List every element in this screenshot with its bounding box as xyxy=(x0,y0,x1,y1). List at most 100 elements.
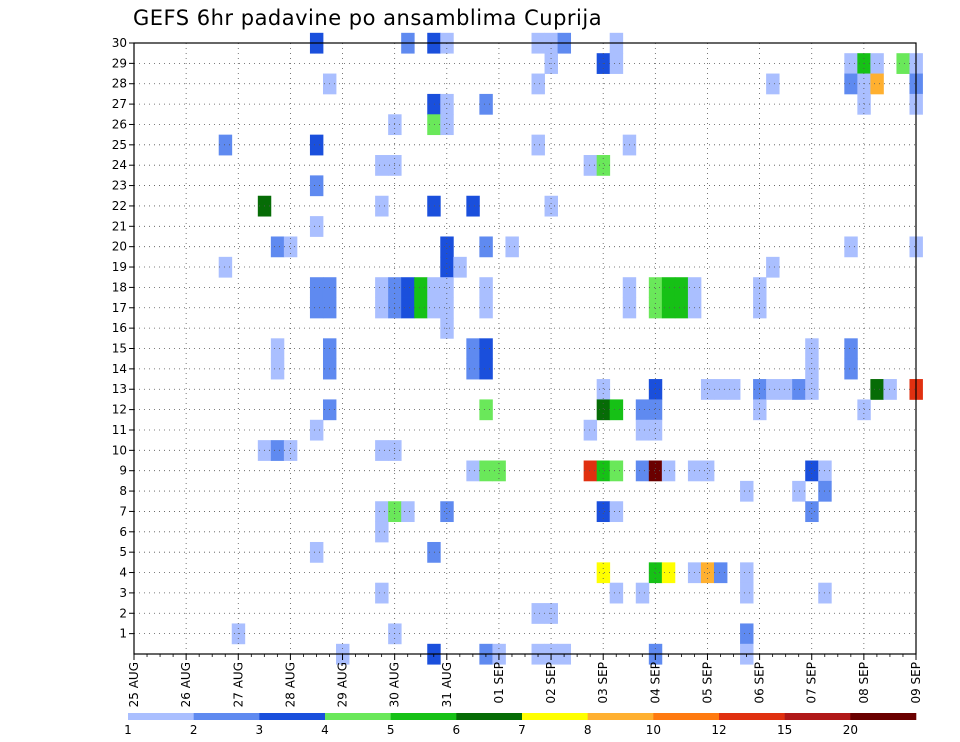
heatmap-cell xyxy=(440,236,454,258)
y-tick-label: 25 xyxy=(112,138,127,152)
x-tick-label: 28 AUG xyxy=(283,662,297,707)
y-tick-label: 27 xyxy=(112,97,127,111)
heatmap-cell xyxy=(805,358,819,380)
heatmap-cell xyxy=(375,582,389,604)
y-tick-label: 14 xyxy=(112,362,127,376)
heatmap-cell xyxy=(844,53,858,74)
heatmap-cell xyxy=(427,114,441,136)
heatmap-cell xyxy=(792,480,806,502)
y-tick-label: 3 xyxy=(119,586,127,600)
heatmap-cell xyxy=(609,460,624,482)
heatmap-cell xyxy=(779,379,793,400)
heatmap-cell xyxy=(440,277,454,298)
heatmap-cell xyxy=(270,440,285,461)
legend-label: 1 xyxy=(124,723,132,737)
heatmap-cell xyxy=(479,399,493,421)
heatmap-cell xyxy=(440,256,454,278)
x-tick-label: 02 SEP xyxy=(544,662,558,704)
y-tick-label: 28 xyxy=(112,77,127,91)
legend-label: 8 xyxy=(584,723,592,737)
legend-color-swatch xyxy=(653,713,720,720)
heatmap-cell xyxy=(414,277,428,298)
legend: 1 2 3 4 5 6 7 8 10 12 15 20 xyxy=(124,713,917,737)
heatmap-cell xyxy=(401,297,415,319)
x-tick-label: 27 AUG xyxy=(231,662,245,707)
legend-label: 2 xyxy=(190,723,198,737)
x-tick-label: 06 SEP xyxy=(753,662,767,704)
heatmap-cell xyxy=(427,195,441,217)
y-tick-label: 20 xyxy=(112,240,127,254)
x-tick-label: 04 SEP xyxy=(648,662,662,704)
legend-color-swatch xyxy=(390,713,457,720)
x-tick-label: 30 AUG xyxy=(388,662,402,707)
heatmap-cell xyxy=(661,297,676,319)
heatmap-cell xyxy=(870,73,884,95)
legend-color-swatch xyxy=(456,713,523,720)
heatmap-cell xyxy=(700,460,715,482)
legend-color-swatch xyxy=(719,713,785,720)
y-tick-label: 19 xyxy=(112,260,127,274)
heatmap-cell xyxy=(844,236,858,258)
heatmap-cell xyxy=(309,134,324,156)
y-tick-label: 22 xyxy=(112,199,127,213)
heatmap-cell xyxy=(661,562,676,584)
legend-label: 20 xyxy=(843,723,858,737)
heatmap-cell xyxy=(375,440,389,461)
heatmap-cell xyxy=(309,277,324,298)
heatmap-cell xyxy=(270,358,285,380)
heatmap-cell xyxy=(792,379,806,400)
heatmap-cell xyxy=(440,93,454,115)
heatmap-cell xyxy=(805,379,819,400)
heatmap-cell xyxy=(805,501,819,523)
y-tick-label: 11 xyxy=(112,423,127,437)
heatmap-cell xyxy=(740,562,754,584)
heatmap-cell xyxy=(479,236,493,258)
heatmap-cell xyxy=(479,93,493,115)
heatmap-cell xyxy=(805,460,819,482)
x-tick-label: 29 AUG xyxy=(336,662,350,707)
heatmap-cell xyxy=(674,297,689,319)
heatmap-cell xyxy=(466,338,480,360)
heatmap-cell xyxy=(713,379,728,400)
legend-label: 10 xyxy=(646,723,661,737)
x-tick-label: 03 SEP xyxy=(596,662,610,704)
y-tick-label: 5 xyxy=(119,545,127,559)
y-tick-label: 21 xyxy=(112,219,127,233)
heatmap-cell xyxy=(635,582,650,604)
legend-label: 15 xyxy=(777,723,792,737)
heatmap-cell xyxy=(583,419,598,441)
heatmap-cell xyxy=(635,399,650,421)
heatmap-cell xyxy=(648,297,663,319)
heatmap-cell xyxy=(596,562,611,584)
heatmap-cell xyxy=(740,480,754,502)
heatmap-cell xyxy=(440,114,454,136)
y-tick-label: 12 xyxy=(112,403,127,417)
heatmap-cell xyxy=(609,501,624,523)
heatmap-cell xyxy=(596,460,611,482)
x-tick-label: 26 AUG xyxy=(179,662,193,707)
heatmap-cell xyxy=(283,236,298,258)
heatmap-cell xyxy=(713,562,728,584)
heatmap-cell xyxy=(531,134,545,156)
heatmap-cell xyxy=(870,53,884,74)
heatmap-cell xyxy=(609,53,624,74)
heatmap-cell xyxy=(648,277,663,298)
heatmap-cell xyxy=(648,460,663,482)
heatmap-cell xyxy=(661,277,676,298)
legend-color-swatch xyxy=(784,713,851,720)
heatmap-cell xyxy=(727,379,741,400)
heatmap-cell xyxy=(440,297,454,319)
heatmap-cell xyxy=(218,134,233,156)
heatmap-cell xyxy=(740,582,754,604)
heatmap-cell xyxy=(766,379,780,400)
y-tick-label: 1 xyxy=(119,627,127,641)
heatmap-cell xyxy=(479,338,493,360)
heatmap-cell xyxy=(218,256,233,278)
legend-color-swatch xyxy=(850,713,917,720)
chart-title: GEFS 6hr padavine po ansamblima Cuprija xyxy=(133,6,603,30)
legend-color-swatch xyxy=(522,713,588,720)
heatmap-cell xyxy=(596,501,611,523)
heatmap-cell xyxy=(870,379,884,400)
